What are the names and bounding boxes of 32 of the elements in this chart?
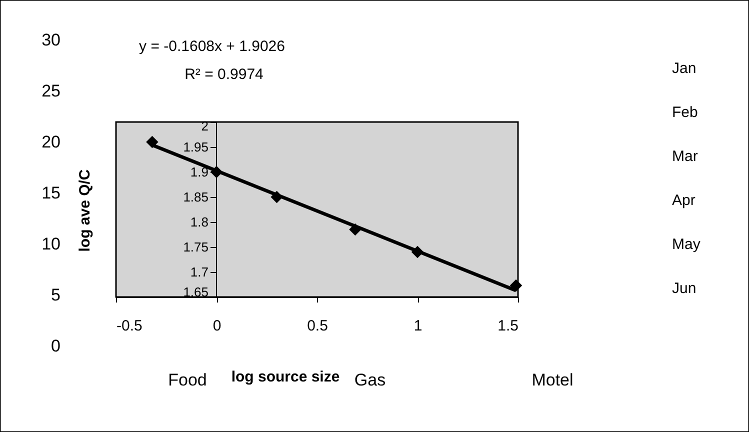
x-tick-label: 1.5: [498, 318, 518, 334]
annotation: y = -0.1608x + 1.9026: [139, 38, 285, 55]
x-tick-label: Gas: [354, 370, 386, 390]
y-tick-label: 30: [42, 30, 60, 50]
y-tick-label: 1.75: [183, 240, 208, 254]
y-tick-label: 1.95: [183, 140, 208, 154]
y-tick-label: 1.7: [190, 264, 208, 280]
x-axis-title: log source size: [231, 368, 340, 386]
text: Apr: [672, 192, 696, 209]
y-tick-label: 1.65: [183, 284, 208, 300]
y-tick-label: 20: [42, 132, 60, 152]
x-tick-label: 0: [212, 318, 222, 334]
text: May: [672, 236, 701, 253]
x-tick-label: 1: [414, 318, 422, 334]
y-tick-label: 0: [51, 336, 60, 356]
y-tick-label: 15: [42, 184, 60, 202]
y-tick-label: 5: [51, 286, 60, 304]
y-tick-label: 10: [42, 234, 60, 254]
text: Jan: [672, 60, 696, 77]
y-axis-title: log ave Q/C: [76, 169, 94, 252]
x-tick-label: Food: [168, 370, 207, 390]
y-tick-label: 25: [42, 82, 60, 100]
y-tick-label: 1.9: [190, 164, 208, 180]
text: Mar: [672, 148, 698, 165]
x-tick-label: Motel: [532, 370, 574, 390]
text: Feb: [672, 104, 698, 121]
text: Jun: [672, 280, 696, 297]
x-tick-label: 0.5: [307, 318, 328, 334]
y-tick-label: 1.85: [183, 190, 208, 204]
annotation: R² = 0.9974: [184, 66, 264, 83]
y-tick-label: 1.8: [190, 214, 208, 230]
x-tick-label: -0.5: [116, 318, 142, 334]
